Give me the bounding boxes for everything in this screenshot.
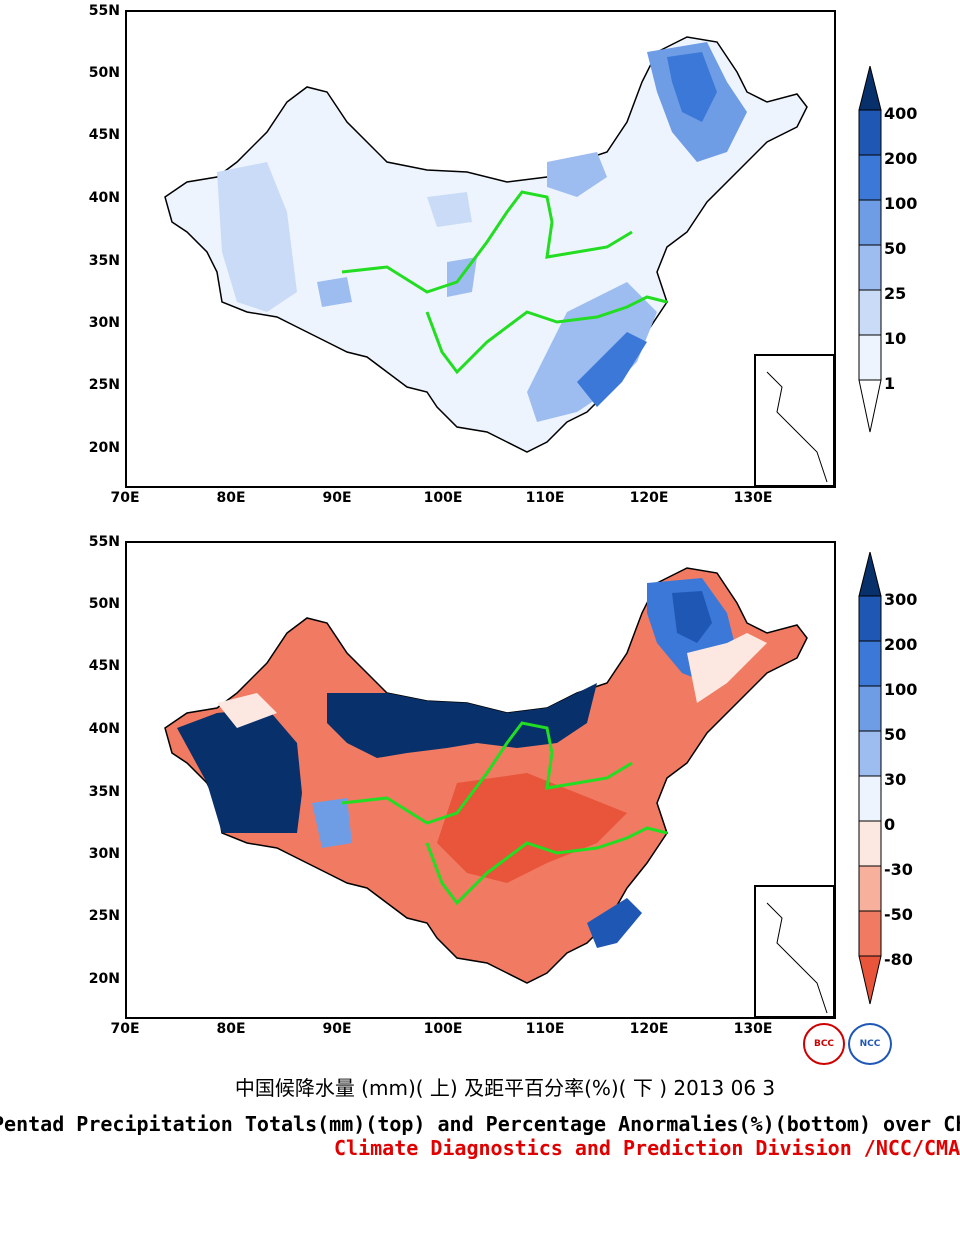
- top-precip-blob: [547, 152, 607, 197]
- bottom-colorbar-label: 0: [884, 815, 896, 834]
- top-precip-blob: [667, 52, 717, 122]
- top-y-tick: 30N: [88, 315, 120, 331]
- top-x-tick: 100E: [423, 490, 463, 506]
- bottom-anom-blob: [177, 708, 302, 833]
- bottom-y-tick: 25N: [88, 908, 120, 924]
- top-colorbar-label: 100: [884, 194, 918, 213]
- bottom-x-tick: 120E: [629, 1021, 669, 1037]
- top-yellow-river: [341, 190, 633, 294]
- caption-chinese: 中国候降水量 (mm)( 上) 及距平百分率(%)( 下 ) 2013 06 3: [234, 1076, 776, 1100]
- bottom-anom-blob: [587, 898, 642, 948]
- bottom-colorbar-label: 300: [884, 590, 918, 609]
- bottom-y-tick: 55N: [88, 534, 120, 550]
- bottom-x-tick: 70E: [110, 1021, 140, 1037]
- bottom-x-tick: 80E: [216, 1021, 246, 1037]
- bcc-logo-text: BCC: [813, 1039, 835, 1049]
- bottom-colorbar-label: 100: [884, 680, 918, 699]
- top-y-tick: 25N: [88, 377, 120, 393]
- ncc-logo: NCC: [848, 1023, 892, 1065]
- bottom-yangtze-river: [425, 826, 668, 906]
- bottom-colorbar-label: -30: [884, 860, 913, 879]
- bottom-x-tick: 90E: [322, 1021, 352, 1037]
- top-colorbar-label: 50: [884, 239, 907, 258]
- bottom-y-tick: 20N: [88, 971, 120, 987]
- top-colorbar-label: 200: [884, 149, 918, 168]
- bottom-x-tick: 130E: [733, 1021, 773, 1037]
- bottom-colorbar-label: -50: [884, 905, 913, 924]
- bottom-anom-blob: [672, 591, 712, 643]
- top-x-tick: 70E: [110, 490, 140, 506]
- top-y-tick: 40N: [88, 190, 120, 206]
- bottom-anom-blob: [327, 683, 597, 758]
- bottom-inset-coast: [766, 902, 828, 1014]
- bottom-x-tick: 100E: [423, 1021, 463, 1037]
- top-map-frame: [125, 10, 836, 488]
- top-colorbar-label: 10: [884, 329, 907, 348]
- bottom-y-tick: 35N: [88, 784, 120, 800]
- top-inset-coast: [766, 371, 828, 483]
- top-x-tick: 120E: [629, 490, 669, 506]
- bottom-colorbar: [858, 552, 882, 1005]
- ncc-logo-text: NCC: [859, 1039, 881, 1049]
- top-colorbar-label: 25: [884, 284, 907, 303]
- top-y-tick: 45N: [88, 127, 120, 143]
- top-x-tick: 80E: [216, 490, 246, 506]
- bottom-y-tick: 40N: [88, 721, 120, 737]
- bottom-anom-blob: [687, 633, 767, 703]
- top-map-svg: [164, 36, 834, 486]
- top-y-tick: 35N: [88, 253, 120, 269]
- bottom-inset-box: [754, 885, 834, 1017]
- bottom-anom-blob: [437, 773, 627, 883]
- top-colorbar: [858, 66, 882, 433]
- top-x-tick: 110E: [525, 490, 565, 506]
- bottom-x-tick: 110E: [525, 1021, 565, 1037]
- bottom-colorbar-label: -80: [884, 950, 913, 969]
- bottom-yellow-river: [341, 721, 633, 825]
- bottom-anom-blob: [312, 798, 352, 848]
- top-y-tick: 50N: [88, 65, 120, 81]
- bottom-y-tick: 30N: [88, 846, 120, 862]
- bottom-anom-blob: [217, 693, 277, 728]
- caption-english: Pentad Precipitation Totals(mm)(top) and…: [0, 1112, 960, 1136]
- top-y-tick: 55N: [88, 3, 120, 19]
- bottom-y-tick: 45N: [88, 658, 120, 674]
- bottom-colorbar-label: 200: [884, 635, 918, 654]
- top-yangtze-river: [425, 295, 668, 375]
- top-precip-blob: [317, 277, 352, 307]
- caption-organization: Climate Diagnostics and Prediction Divis…: [334, 1136, 960, 1160]
- top-precip-blob: [427, 192, 472, 227]
- top-y-tick: 20N: [88, 440, 120, 456]
- bottom-map-svg: [164, 567, 834, 1017]
- top-precip-blob: [527, 282, 657, 422]
- top-colorbar-label: 400: [884, 104, 918, 123]
- top-precip-blob: [217, 162, 297, 312]
- top-colorbar-label: 1: [884, 374, 896, 393]
- top-precip-blob: [577, 332, 647, 407]
- top-x-tick: 130E: [733, 490, 773, 506]
- top-x-tick: 90E: [322, 490, 352, 506]
- bottom-map-frame: [125, 541, 836, 1019]
- bottom-y-tick: 50N: [88, 596, 120, 612]
- bcc-logo: BCC: [803, 1023, 845, 1065]
- bottom-colorbar-label: 50: [884, 725, 907, 744]
- bottom-colorbar-label: 30: [884, 770, 907, 789]
